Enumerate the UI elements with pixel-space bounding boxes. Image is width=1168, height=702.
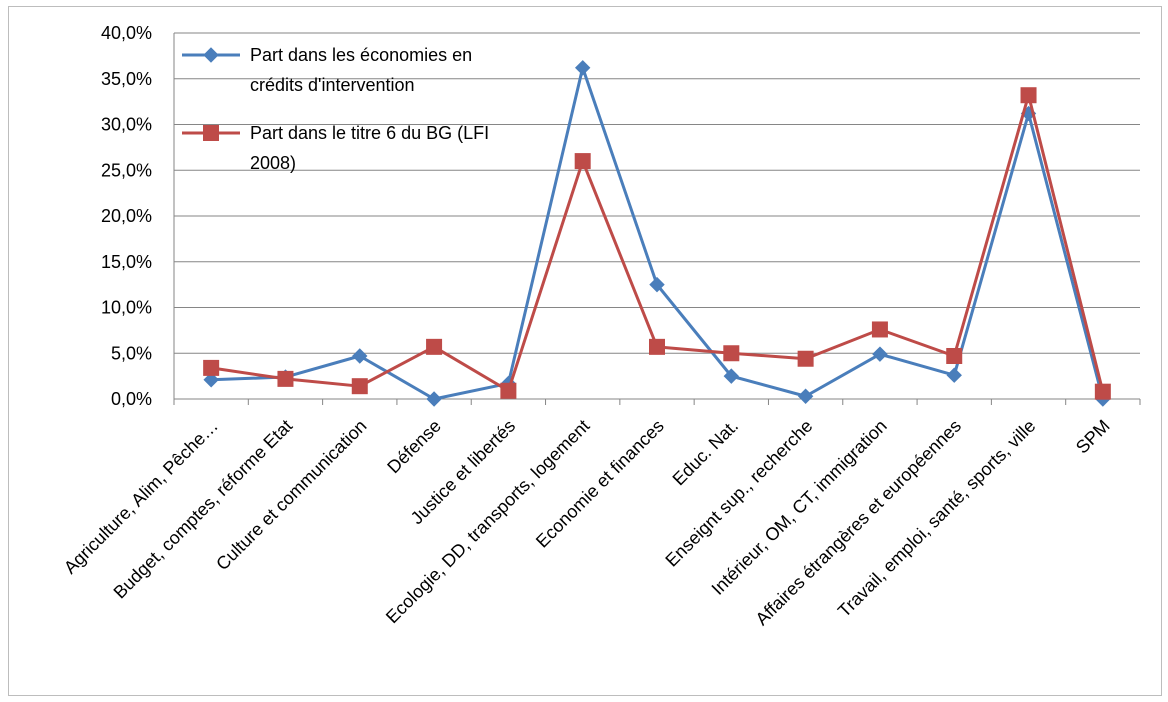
series-1-point — [946, 367, 962, 383]
series-2-point — [203, 359, 220, 376]
series-1-point — [649, 276, 665, 293]
y-tick-label: 0,0% — [111, 389, 152, 409]
y-tick-label: 15,0% — [101, 252, 152, 272]
y-tick-label: 25,0% — [101, 160, 152, 180]
y-tick-label: 10,0% — [101, 298, 152, 318]
x-tick-label: SPM — [1072, 416, 1114, 458]
series-2-point — [1020, 87, 1037, 104]
series-group — [203, 60, 1111, 407]
series-2-point — [1094, 383, 1111, 400]
legend-label: 2008) — [250, 153, 296, 173]
x-tick-label: Défense — [383, 416, 445, 478]
legend-2-point — [203, 125, 219, 141]
legend-label: crédits d'intervention — [250, 75, 415, 95]
series-1-point — [426, 391, 442, 407]
series-2-point — [277, 370, 294, 387]
x-tick-label: Culture et communication — [212, 416, 370, 574]
legend: Part dans les économies en crédits d'inte… — [182, 45, 489, 173]
series-1-point — [797, 388, 814, 404]
y-axis-tick-labels: 0,0% 5,0% 10,0% 15,0% 20,0% 25,0% 30,0% 35,0% 40… — [101, 23, 152, 409]
legend-label: Part dans les économies en — [250, 45, 472, 65]
series-1-point — [352, 348, 368, 364]
y-tick-label: 20,0% — [101, 206, 152, 226]
y-tick-label: 5,0% — [111, 343, 152, 363]
series-2-point — [574, 153, 591, 170]
legend-1-point — [203, 47, 219, 63]
series-2 — [203, 87, 1111, 400]
series-1-point — [872, 346, 888, 362]
series-2-point — [649, 338, 665, 355]
x-tick-label: Educ. Nat. — [669, 416, 743, 490]
series-1-point — [203, 372, 219, 388]
y-tick-label: 35,0% — [101, 69, 152, 89]
y-tick-label: 40,0% — [101, 23, 152, 43]
y-tick-label: 30,0% — [101, 115, 152, 135]
x-tick-label: Agriculture, Alim, Pêche… — [60, 416, 222, 578]
chart-frame — [8, 6, 1162, 696]
legend-label: Part dans le titre 6 du BG (LFI — [250, 123, 489, 143]
x-tick-label: Economie et finances — [532, 416, 668, 552]
series-2-point — [871, 321, 888, 338]
series-2-point — [946, 347, 963, 364]
series-1-point — [723, 368, 740, 384]
series-2-point — [500, 382, 517, 399]
series-2-point — [426, 338, 443, 355]
series-2-point — [797, 350, 814, 367]
series-2-point — [723, 345, 740, 362]
series-2-point — [351, 378, 368, 395]
x-tick-label: Enseignt sup., recherche — [661, 416, 816, 571]
series-1-point — [574, 60, 591, 76]
